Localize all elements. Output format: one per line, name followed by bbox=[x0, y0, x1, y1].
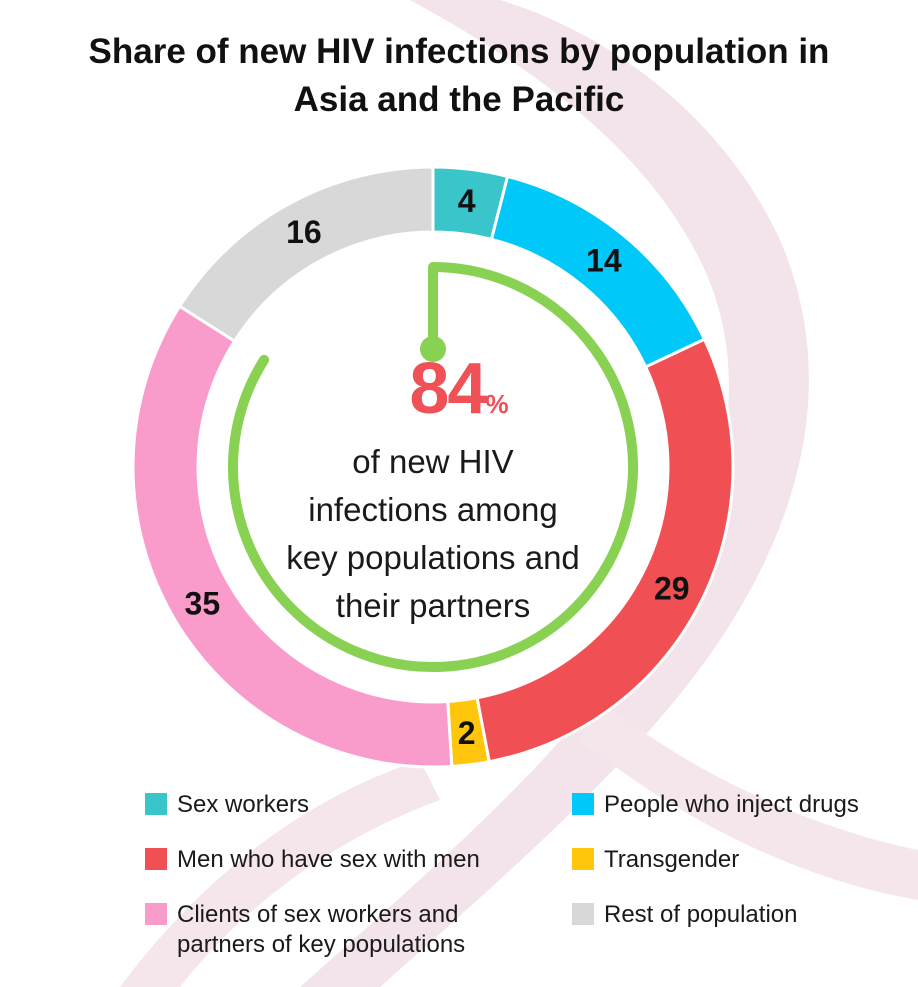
highlight-value: 84 bbox=[409, 349, 487, 429]
highlight-text-line-2: infections among bbox=[308, 491, 558, 528]
highlight-text-line-4: their partners bbox=[335, 587, 531, 624]
data-label-clients-of-sex-workers-and-partners-of-key-populations: 35 bbox=[185, 585, 221, 621]
data-label-people-who-inject-drugs: 14 bbox=[586, 243, 622, 279]
data-label-transgender: 2 bbox=[458, 715, 476, 751]
chart-title: Share of new HIV infections by populatio… bbox=[0, 28, 918, 124]
highlight-text-line-3: key populations and bbox=[286, 539, 580, 576]
chart-title-line-2: Asia and the Pacific bbox=[293, 80, 625, 119]
highlight-arc-dot bbox=[420, 336, 446, 362]
data-label-sex-workers: 4 bbox=[458, 183, 476, 219]
donut-slice-clients-of-sex-workers-and-partners-of-key-populations bbox=[131, 304, 454, 769]
key-populations-percentage: 84% bbox=[0, 348, 918, 430]
data-label-rest-of-population: 16 bbox=[286, 214, 322, 250]
highlight-text-line-1: of new HIV bbox=[352, 443, 514, 480]
highlight-unit: % bbox=[485, 389, 509, 419]
highlight-arc bbox=[228, 262, 638, 672]
data-label-men-who-have-sex-with-men: 29 bbox=[654, 571, 690, 607]
highlight-description: of new HIV infections among key populati… bbox=[233, 438, 633, 630]
donut-slice-rest-of-population bbox=[177, 165, 435, 344]
chart-title-line-1: Share of new HIV infections by populatio… bbox=[88, 32, 830, 71]
